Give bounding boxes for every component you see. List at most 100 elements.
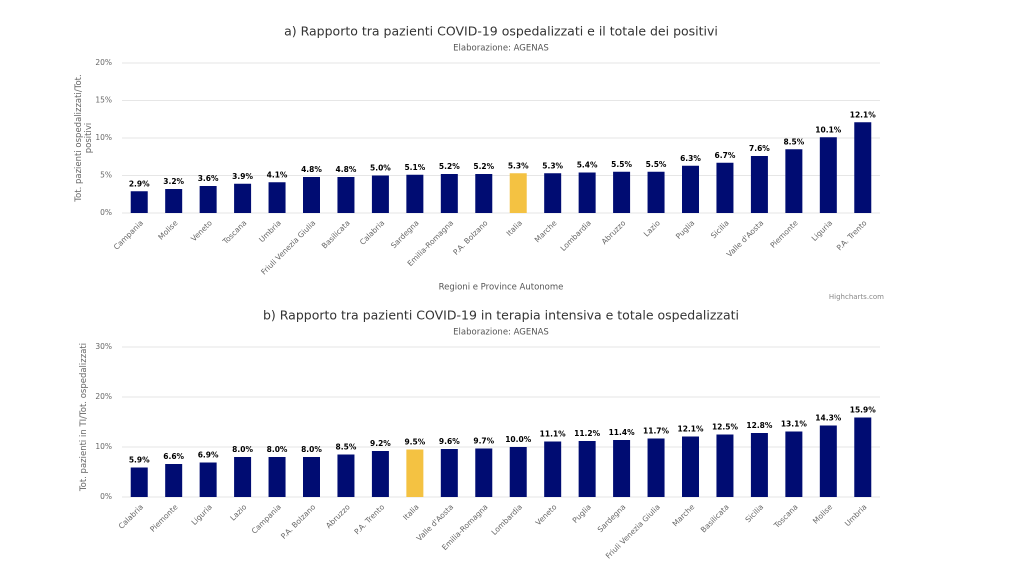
value-label: 15.9% xyxy=(850,406,877,415)
x-tick-label: Puglia xyxy=(571,502,593,524)
bar xyxy=(647,438,665,497)
y-tick-label: 0% xyxy=(100,208,112,217)
chart-subtitle: Elaborazione: AGENAS xyxy=(453,328,549,338)
value-label: 5.3% xyxy=(542,161,563,170)
x-tick-label: Liguria xyxy=(190,502,214,526)
bar xyxy=(303,457,320,497)
bar xyxy=(475,448,493,497)
bar xyxy=(509,447,527,497)
value-label: 5.1% xyxy=(404,163,425,172)
chart-title: a) Rapporto tra pazienti COVID-19 ospeda… xyxy=(284,24,718,39)
value-label: 7.6% xyxy=(749,144,770,153)
x-tick-label: Veneto xyxy=(189,218,214,243)
bar xyxy=(819,425,837,497)
x-tick-label: Abruzzo xyxy=(600,218,628,246)
value-label: 9.6% xyxy=(439,437,460,446)
bar xyxy=(130,191,148,213)
x-tick-label: P.A. Trento xyxy=(835,218,869,252)
value-label: 5.9% xyxy=(129,456,150,465)
bar xyxy=(647,171,665,213)
x-tick-label: Sicilia xyxy=(743,502,765,524)
x-tick-label: P.A. Trento xyxy=(352,502,386,536)
x-tick-label: Basilicata xyxy=(699,502,731,534)
value-label: 12.5% xyxy=(712,423,739,432)
value-label: 9.5% xyxy=(404,438,425,447)
x-tick-label: Basilicata xyxy=(320,218,352,250)
bar xyxy=(682,436,699,497)
bar xyxy=(854,417,872,497)
bar xyxy=(130,467,148,497)
value-label: 8.0% xyxy=(301,445,322,454)
x-tick-label: Molise xyxy=(156,218,179,241)
bar xyxy=(819,137,837,213)
bar xyxy=(613,171,631,213)
value-label: 6.3% xyxy=(680,154,701,163)
bar xyxy=(716,162,734,213)
bar xyxy=(509,173,527,213)
value-label: 6.6% xyxy=(163,452,184,461)
x-tick-label: Veneto xyxy=(534,502,559,527)
bar xyxy=(785,431,803,497)
value-label: 11.4% xyxy=(609,428,636,437)
bar xyxy=(613,440,631,497)
bar xyxy=(337,177,355,213)
bar xyxy=(544,441,562,497)
x-tick-label: Campania xyxy=(250,502,283,535)
y-tick-label: 20% xyxy=(95,392,112,401)
x-tick-label: Lazio xyxy=(228,502,248,522)
x-tick-label: P.A. Bolzano xyxy=(279,502,318,541)
bar xyxy=(682,165,699,213)
value-label: 6.7% xyxy=(715,151,736,160)
value-label: 6.9% xyxy=(198,451,219,460)
x-tick-label: Abruzzo xyxy=(324,502,352,530)
value-label: 5.4% xyxy=(577,161,598,170)
value-label: 8.5% xyxy=(336,443,357,452)
x-tick-label: Toscana xyxy=(220,218,248,246)
value-label: 2.9% xyxy=(129,179,150,188)
y-tick-label: 0% xyxy=(100,492,112,501)
x-tick-label: Lazio xyxy=(642,218,662,238)
bar xyxy=(337,454,355,497)
x-tick-label: Sicilia xyxy=(709,218,731,240)
x-tick-label: P.A. Bolzano xyxy=(451,218,490,257)
value-label: 14.3% xyxy=(815,414,842,423)
chart-subtitle: Elaborazione: AGENAS xyxy=(453,44,549,54)
bar xyxy=(268,182,286,213)
value-label: 5.0% xyxy=(370,164,391,173)
bar xyxy=(165,189,183,213)
x-tick-label: Campania xyxy=(112,218,145,251)
value-label: 12.8% xyxy=(746,421,773,430)
bar xyxy=(165,464,183,497)
x-tick-label: Sardegna xyxy=(389,218,421,250)
value-label: 3.6% xyxy=(198,174,219,183)
value-label: 4.8% xyxy=(336,165,357,174)
y-tick-label: 5% xyxy=(100,171,112,180)
value-label: 5.2% xyxy=(473,162,494,171)
y-tick-label: 10% xyxy=(95,133,112,142)
value-label: 3.2% xyxy=(163,177,184,186)
value-label: 11.1% xyxy=(540,430,567,439)
bar xyxy=(716,434,734,497)
value-label: 9.2% xyxy=(370,439,391,448)
value-label: 12.1% xyxy=(677,425,704,434)
bar xyxy=(750,156,768,213)
x-tick-label: Calabria xyxy=(358,218,386,246)
bar xyxy=(234,457,252,497)
value-label: 13.1% xyxy=(781,420,808,429)
value-label: 10.1% xyxy=(815,125,842,134)
x-tick-label: Umbria xyxy=(257,218,283,244)
value-label: 10.0% xyxy=(505,435,532,444)
value-label: 4.1% xyxy=(267,170,288,179)
x-tick-label: Toscana xyxy=(771,502,799,530)
y-axis-title: Tot. pazienti ospedalizzati/Tot. positiv… xyxy=(74,74,94,202)
x-tick-label: Italia xyxy=(401,502,420,521)
x-tick-label: Piemonte xyxy=(768,218,800,250)
value-label: 5.5% xyxy=(646,160,667,169)
y-tick-label: 30% xyxy=(95,342,112,351)
y-tick-label: 20% xyxy=(95,58,112,67)
x-tick-label: Lombardia xyxy=(559,218,593,252)
bar xyxy=(750,433,768,497)
bar xyxy=(440,174,458,213)
